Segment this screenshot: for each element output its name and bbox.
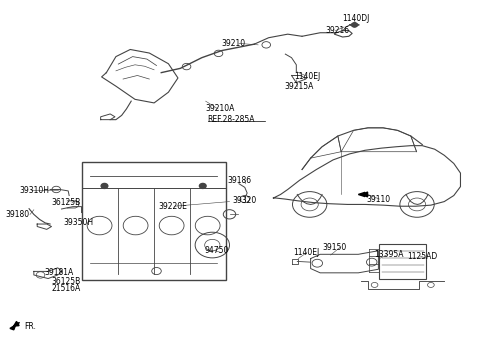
Text: 1140DJ: 1140DJ	[343, 14, 370, 23]
Text: 39210: 39210	[222, 39, 246, 48]
Text: 1140EJ: 1140EJ	[294, 72, 321, 81]
Text: 39215A: 39215A	[285, 82, 314, 92]
Bar	[82, 162, 226, 280]
Text: 39320: 39320	[233, 196, 257, 205]
Text: 39186: 39186	[228, 176, 252, 185]
Circle shape	[101, 183, 108, 188]
Circle shape	[352, 23, 358, 27]
Text: 36125B: 36125B	[51, 198, 80, 207]
Text: 39150: 39150	[322, 243, 347, 252]
Text: FR.: FR.	[24, 322, 36, 331]
Text: 39310H: 39310H	[20, 186, 49, 195]
Text: 94750: 94750	[204, 246, 229, 255]
Text: 36125B: 36125B	[51, 276, 80, 285]
Text: 21516A: 21516A	[51, 284, 80, 293]
Text: 39180: 39180	[5, 210, 29, 219]
Bar	[379, 244, 426, 279]
Text: 1140EJ: 1140EJ	[293, 248, 320, 257]
Text: REF.28-285A: REF.28-285A	[207, 115, 255, 124]
Polygon shape	[10, 325, 16, 330]
Text: 1125AD: 1125AD	[407, 252, 437, 261]
Text: 39350H: 39350H	[63, 218, 94, 227]
Text: 39216: 39216	[326, 26, 350, 35]
Text: 13395A: 13395A	[374, 250, 404, 259]
Circle shape	[199, 183, 206, 188]
Polygon shape	[359, 192, 365, 197]
Text: 39210A: 39210A	[205, 104, 235, 113]
Text: 39110: 39110	[366, 195, 390, 204]
Text: 39181A: 39181A	[44, 268, 73, 278]
Text: 39220E: 39220E	[158, 202, 187, 211]
